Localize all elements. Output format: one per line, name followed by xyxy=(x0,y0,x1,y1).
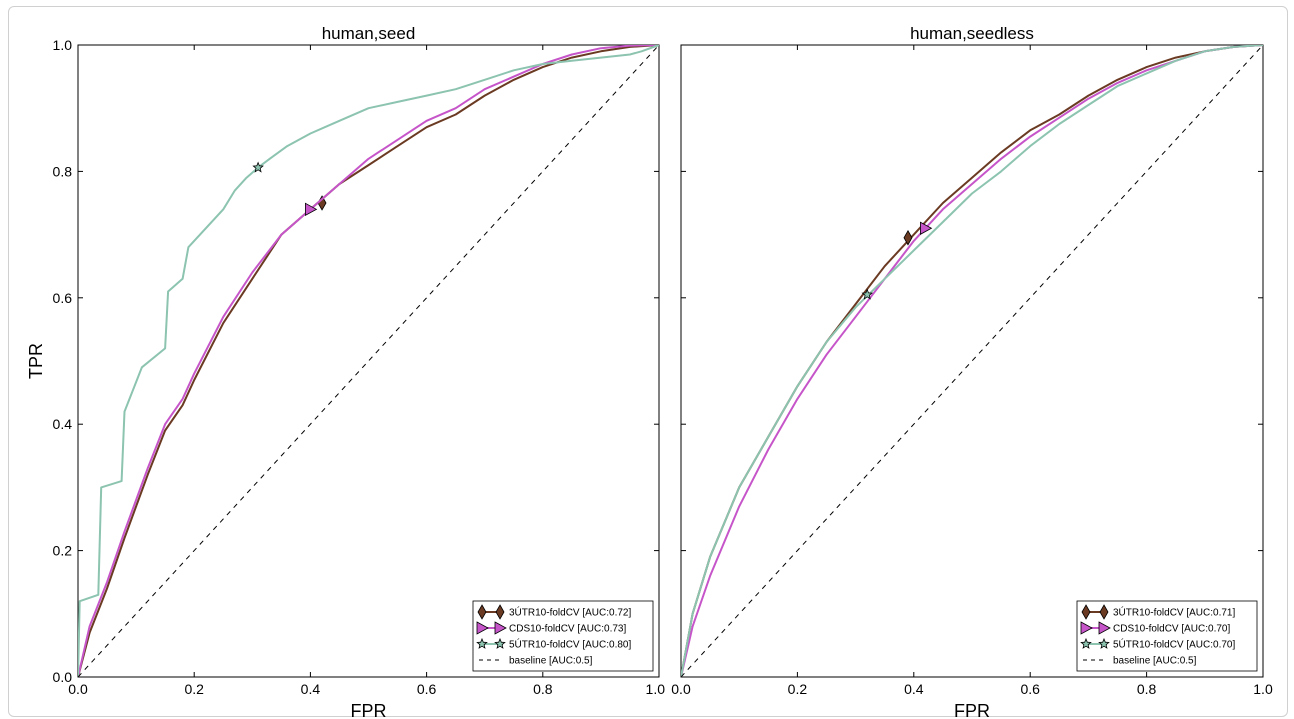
y-axis-label: TPR xyxy=(26,343,46,379)
x-tick-label: 1.0 xyxy=(646,681,666,697)
y-tick-label: 0.0 xyxy=(53,669,73,685)
legend-marker-3 xyxy=(1080,637,1092,649)
legend-label-4: baseline [AUC:0.5] xyxy=(1113,656,1197,667)
x-axis-label: FPR xyxy=(351,701,387,719)
legend-marker-3 xyxy=(1098,637,1110,649)
legend-marker-2 xyxy=(476,621,489,635)
chart-title: human,seed xyxy=(322,24,416,43)
legend-label-2: CDS10-foldCV [AUC:0.73] xyxy=(509,624,626,635)
plot-area xyxy=(680,44,1264,678)
series-line-1 xyxy=(78,45,659,677)
series-marker-3 xyxy=(252,161,264,173)
series-marker-2 xyxy=(920,221,933,235)
legend: 3ÚTR10-foldCV [AUC:0.72] CDS10-foldCV [AU… xyxy=(472,600,654,672)
y-tick-label: 0.8 xyxy=(53,163,73,179)
y-tick-label: 0.2 xyxy=(53,543,73,559)
legend-label-1: 3ÚTR10-foldCV [AUC:0.72] xyxy=(509,606,631,619)
x-tick-label: 0.8 xyxy=(533,681,553,697)
x-tick-label: 0.0 xyxy=(671,681,691,697)
series-line-4 xyxy=(78,45,659,677)
series-marker-3 xyxy=(861,288,874,300)
legend-marker-1 xyxy=(1081,604,1091,620)
plot-area xyxy=(77,44,660,678)
x-tick-label: 0.4 xyxy=(301,681,321,697)
series-marker-1 xyxy=(903,229,913,246)
legend-marker-1 xyxy=(1099,604,1109,620)
legend-label-3: 5ÚTR10-foldCV [AUC:0.70] xyxy=(1113,638,1235,651)
x-tick-label: 0.6 xyxy=(1020,681,1040,697)
legend-marker-1 xyxy=(477,604,487,620)
legend-marker-1 xyxy=(495,604,505,620)
x-tick-label: 0.0 xyxy=(68,681,88,697)
y-tick-label: 1.0 xyxy=(53,37,73,53)
legend-marker-2 xyxy=(1080,621,1093,635)
x-tick-label: 1.0 xyxy=(1253,681,1273,697)
legend-marker-2 xyxy=(1098,621,1111,635)
x-tick-label: 0.2 xyxy=(788,681,808,697)
legend: 3ÚTR10-foldCV [AUC:0.71] CDS10-foldCV [AU… xyxy=(1076,600,1258,672)
legend-marker-3 xyxy=(476,637,488,649)
figure-frame xyxy=(8,6,1288,717)
x-tick-label: 0.8 xyxy=(1137,681,1157,697)
legend-label-3: 5ÚTR10-foldCV [AUC:0.80] xyxy=(509,638,631,651)
y-tick-label: 0.4 xyxy=(53,416,73,432)
x-tick-label: 0.4 xyxy=(904,681,924,697)
series-line-3 xyxy=(78,45,659,677)
y-tick-label: 0.6 xyxy=(53,290,73,306)
legend-label-4: baseline [AUC:0.5] xyxy=(509,656,593,667)
series-line-4 xyxy=(681,45,1263,677)
legend-marker-3 xyxy=(494,637,506,649)
panel-2: 0.0 0.2 0.4 0.6 0.8 1.0 human,seedless FPR 3ÚTR1… xyxy=(671,24,1273,719)
x-tick-label: 0.6 xyxy=(417,681,437,697)
legend-label-2: CDS10-foldCV [AUC:0.70] xyxy=(1113,624,1230,635)
series-line-2 xyxy=(78,45,659,677)
panel-1: 0.0 0.2 0.4 0.6 0.8 1.0 0.0 0.2 0.4 0.6 0.8 1.0 huma… xyxy=(26,24,665,719)
chart-title: human,seedless xyxy=(910,24,1034,43)
legend-label-1: 3ÚTR10-foldCV [AUC:0.71] xyxy=(1113,606,1235,619)
series-marker-2 xyxy=(304,202,318,216)
x-tick-label: 0.2 xyxy=(184,681,204,697)
series-line-2 xyxy=(681,45,1263,677)
x-axis-label: FPR xyxy=(954,701,990,719)
series-line-3 xyxy=(681,45,1263,677)
legend-marker-2 xyxy=(494,621,507,635)
